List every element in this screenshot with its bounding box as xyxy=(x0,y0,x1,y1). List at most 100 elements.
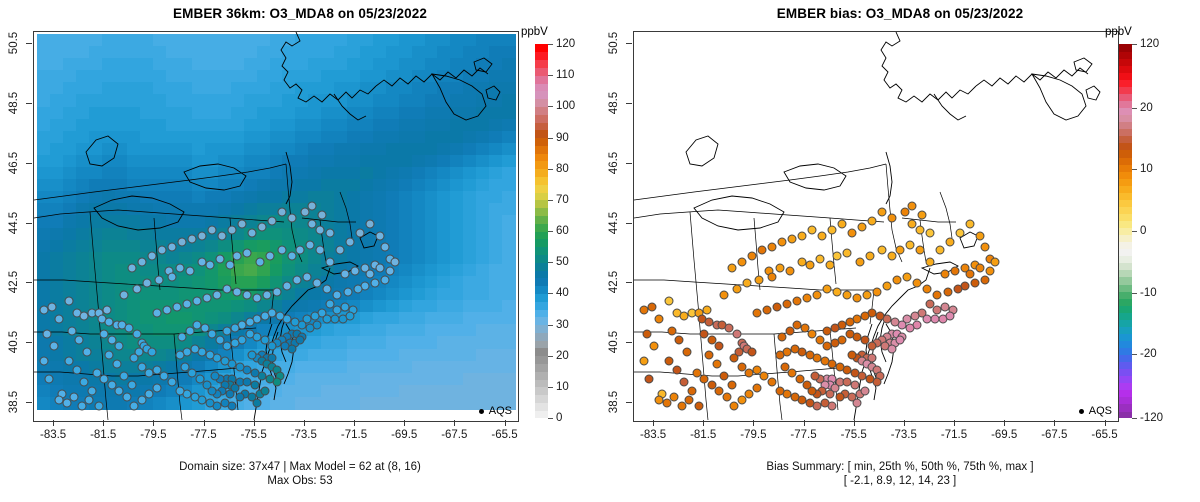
plot-area-model[interactable]: AQS xyxy=(33,31,519,422)
aqs-site-marker xyxy=(247,350,257,360)
caption-bias-line2: [ -2.1, 8.9, 12, 14, 23 ] xyxy=(843,475,957,487)
colorbar-tick-label: 120 xyxy=(556,38,576,50)
aqs-site-marker xyxy=(847,350,857,360)
aqs-site-marker xyxy=(129,401,139,411)
aqs-site-marker xyxy=(137,362,147,372)
aqs-site-marker xyxy=(955,228,965,237)
colorbar-tick-label: 20 xyxy=(556,349,569,362)
aqs-site-marker xyxy=(315,245,325,255)
aqs-site-marker xyxy=(112,359,122,369)
aqs-site-marker xyxy=(69,392,79,402)
aqs-site-marker xyxy=(785,326,794,336)
aqs-site-marker xyxy=(820,356,830,366)
aqs-site-marker xyxy=(759,371,769,381)
aqs-site-marker xyxy=(360,263,370,273)
colorbar-tick-label: 50 xyxy=(556,256,569,269)
aqs-site-marker xyxy=(282,281,292,291)
colorbar-tick-label: 10 xyxy=(556,380,569,393)
aqs-site-marker xyxy=(805,398,814,408)
aqs-site-marker xyxy=(852,332,862,342)
aqs-site-marker xyxy=(835,392,845,402)
aqs-site-marker xyxy=(842,365,852,375)
aqs-site-marker xyxy=(752,308,762,318)
aqs-site-marker xyxy=(265,251,275,261)
aqs-site-marker xyxy=(922,284,932,294)
colorbar-tick-label: 0 xyxy=(1140,225,1147,237)
y-tick xyxy=(626,222,632,224)
aqs-site-marker xyxy=(777,332,787,342)
aqs-site-marker xyxy=(792,320,802,330)
aqs-site-marker xyxy=(182,299,192,309)
aqs-site-marker xyxy=(892,275,902,285)
aqs-site-marker xyxy=(742,278,752,288)
aqs-site-marker xyxy=(917,210,927,219)
aqs-site-marker xyxy=(682,347,692,357)
aqs-site-marker xyxy=(945,311,955,321)
panel-model: EMBER 36km: O3_MDA8 on 05/23/2022 xyxy=(8,6,576,487)
aqs-site-marker xyxy=(704,350,714,360)
aqs-site-marker xyxy=(825,389,835,399)
aqs-site-marker xyxy=(812,290,822,300)
aqs-site-marker xyxy=(107,335,117,345)
aqs-site-marker xyxy=(375,263,385,273)
plot-area-bias[interactable]: AQS xyxy=(633,31,1119,422)
x-tick xyxy=(303,420,305,426)
aqs-site-marker xyxy=(702,305,712,315)
aqs-site-marker xyxy=(64,356,74,366)
aqs-site-marker xyxy=(225,260,235,270)
aqs-site-marker xyxy=(297,320,307,330)
aqs-site-marker xyxy=(305,240,315,249)
aqs-site-marker xyxy=(127,263,137,273)
aqs-site-marker xyxy=(822,341,832,351)
aqs-site-marker xyxy=(940,269,950,279)
x-axis-label: -81.5 xyxy=(690,429,717,441)
aqs-site-marker xyxy=(932,290,942,300)
colorbar-tick-label: 10 xyxy=(1140,163,1153,176)
x-tick xyxy=(954,420,955,426)
aqs-site-marker xyxy=(915,245,925,255)
x-axis-label: -65.5 xyxy=(1091,429,1118,441)
aqs-site-marker xyxy=(950,266,960,276)
colorbar-tick xyxy=(1132,169,1137,171)
aqs-site-marker xyxy=(669,392,679,402)
aqs-site-marker xyxy=(882,281,892,291)
aqs-site-marker xyxy=(827,359,837,369)
aqs-site-marker xyxy=(92,368,102,378)
aqs-site-marker xyxy=(900,207,910,216)
aqs-site-marker xyxy=(152,365,162,375)
colorbar-tick xyxy=(548,418,553,419)
aqs-site-marker xyxy=(260,335,270,345)
aqs-site-marker xyxy=(200,323,209,333)
aqs-site-marker xyxy=(305,323,315,333)
aqs-site-marker xyxy=(795,374,804,384)
aqs-site-marker xyxy=(855,257,865,267)
aqs-site-marker xyxy=(300,207,310,216)
aqs-site-marker xyxy=(902,272,912,282)
aqs-site-marker xyxy=(255,257,265,267)
aqs-site-marker xyxy=(62,398,72,408)
aqs-site-marker xyxy=(802,293,812,303)
aqs-site-marker xyxy=(177,237,187,246)
aqs-site-marker xyxy=(222,341,232,351)
aqs-site-marker xyxy=(782,299,792,309)
colorbar-tick xyxy=(548,137,553,139)
x-tick xyxy=(53,420,55,426)
aqs-site-marker xyxy=(649,341,659,351)
aqs-site-marker xyxy=(282,314,292,324)
aqs-site-marker xyxy=(827,225,837,234)
aqs-site-marker xyxy=(250,380,260,390)
aqs-site-marker xyxy=(724,323,734,333)
aqs-site-marker xyxy=(182,389,192,399)
aqs-site-marker xyxy=(207,386,217,396)
aqs-site-marker xyxy=(295,335,305,345)
aqs-site-marker xyxy=(132,284,142,294)
aqs-site-marker xyxy=(365,269,375,279)
x-axis-label: -83.5 xyxy=(639,429,667,441)
aqs-legend-model: AQS xyxy=(478,405,512,417)
y-tick xyxy=(26,43,32,44)
colorbar-model: ppbV 0 10 20 30 40 50 60 70 80 90 100 110 120 xyxy=(521,26,576,424)
x-tick xyxy=(1054,420,1056,426)
aqs-site-marker xyxy=(644,374,654,384)
aqs-site-marker xyxy=(175,386,184,396)
aqs-site-marker xyxy=(197,395,207,405)
